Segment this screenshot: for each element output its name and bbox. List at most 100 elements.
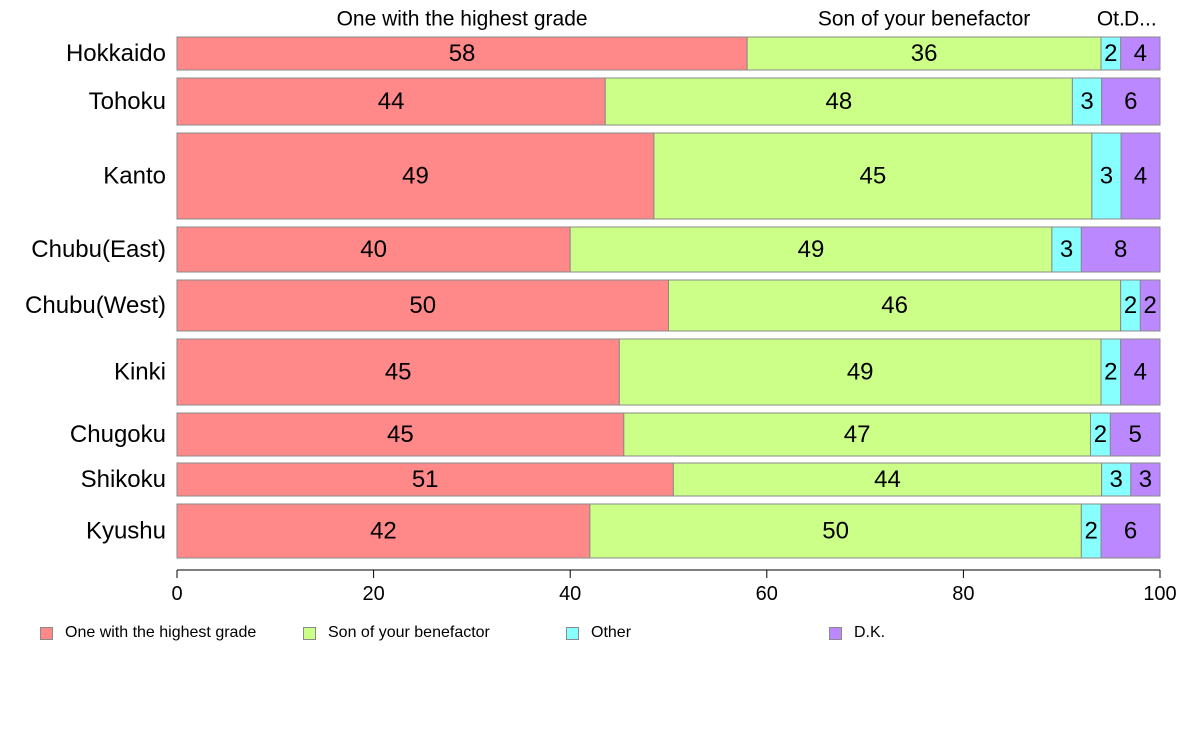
x-tick-label-20: 20 — [362, 583, 384, 605]
bar-tohoku-d-k — [1101, 77, 1161, 126]
bar-hokkaido-son-of-your-benefactor — [746, 36, 1102, 71]
category-label-chubu-east: Chubu(East) — [31, 236, 166, 263]
category-label-shikoku: Shikoku — [81, 466, 166, 493]
bar-label-kyushu-son-of-your-benefactor: 50 — [822, 518, 849, 545]
bar-chubu-east-d-k — [1080, 226, 1161, 273]
bar-label-shikoku-son-of-your-benefactor: 44 — [874, 466, 901, 493]
bar-label-kinki-d-k: 4 — [1134, 359, 1147, 386]
category-label-kanto: Kanto — [103, 163, 166, 190]
bar-tohoku-one-with-the-highest-grade — [176, 77, 606, 126]
bars — [176, 36, 1161, 559]
bar-kanto-one-with-the-highest-grade — [176, 132, 655, 220]
bar-label-chugoku-one-with-the-highest-grade: 45 — [387, 421, 414, 448]
bar-label-kanto-other: 3 — [1100, 163, 1113, 190]
bar-label-shikoku-d-k: 3 — [1139, 466, 1152, 493]
bar-label-hokkaido-other: 2 — [1104, 40, 1117, 67]
bar-label-chubu-west-other: 2 — [1124, 292, 1137, 319]
legend-label-dk: D.K. — [854, 624, 886, 641]
bar-kyushu-d-k — [1100, 503, 1161, 559]
legend-swatch-highest-grade — [40, 626, 53, 640]
bar-chubu-east-one-with-the-highest-grade — [176, 226, 571, 273]
category-label-tohoku: Tohoku — [89, 88, 166, 115]
top-label-other: Ot. — [1097, 8, 1125, 31]
bar-label-hokkaido-one-with-the-highest-grade: 58 — [449, 40, 476, 67]
bar-label-chubu-east-son-of-your-benefactor: 49 — [798, 236, 825, 263]
bar-label-hokkaido-d-k: 4 — [1134, 40, 1147, 67]
bar-label-tohoku-other: 3 — [1080, 88, 1093, 115]
bar-label-kyushu-d-k: 6 — [1124, 518, 1137, 545]
bar-chugoku-son-of-your-benefactor — [623, 412, 1091, 457]
bar-label-kyushu-other: 2 — [1085, 518, 1098, 545]
legend-label-benefactor: Son of your benefactor — [328, 624, 490, 641]
category-label-hokkaido: Hokkaido — [66, 40, 166, 67]
bar-label-shikoku-one-with-the-highest-grade: 51 — [412, 466, 439, 493]
x-axis: 0 20 40 60 80 100 — [171, 569, 1177, 605]
bar-label-tohoku-son-of-your-benefactor: 48 — [825, 88, 852, 115]
legend-item-dk: D.K. — [829, 624, 885, 642]
x-tick-label-40: 40 — [559, 583, 581, 605]
legend-label-highest-grade: One with the highest grade — [65, 624, 257, 641]
bar-label-chubu-east-one-with-the-highest-grade: 40 — [360, 236, 387, 263]
bar-label-kanto-son-of-your-benefactor: 45 — [860, 163, 887, 190]
legend-swatch-dk — [829, 626, 842, 640]
bar-label-shikoku-other: 3 — [1110, 466, 1123, 493]
bar-shikoku-son-of-your-benefactor — [672, 462, 1103, 497]
x-tick-label-100: 100 — [1143, 583, 1176, 605]
bar-chugoku-d-k — [1109, 412, 1161, 457]
bar-label-tohoku-one-with-the-highest-grade: 44 — [378, 88, 405, 115]
bar-tohoku-other — [1071, 77, 1103, 126]
bar-value-labels: 58 36 2 444 48 3 649 45 3 440 49 3 850 46 2 245 49 2 445 47… — [360, 40, 1157, 545]
bar-chubu-west-d-k — [1139, 279, 1161, 332]
bar-label-hokkaido-son-of-your-benefactor: 36 — [911, 40, 938, 67]
category-label-kinki: Kinki — [114, 359, 166, 386]
bar-label-chubu-west-son-of-your-benefactor: 46 — [881, 292, 908, 319]
bar-chubu-east-son-of-your-benefactor — [569, 226, 1053, 273]
x-tick-label-60: 60 — [756, 583, 778, 605]
bar-label-kanto-d-k: 4 — [1134, 163, 1147, 190]
bar-kinki-d-k — [1120, 338, 1161, 406]
legend-swatch-benefactor — [303, 626, 316, 640]
category-label-chugoku: Chugoku — [70, 421, 166, 448]
bar-shikoku-one-with-the-highest-grade — [176, 462, 674, 497]
bar-label-kanto-one-with-the-highest-grade: 49 — [402, 163, 429, 190]
top-series-labels: One with the highest grade Son of your be… — [337, 8, 1157, 31]
bar-kyushu-son-of-your-benefactor — [589, 503, 1082, 559]
bar-label-chubu-east-d-k: 8 — [1114, 236, 1127, 263]
legend-item-benefactor: Son of your benefactor — [303, 624, 490, 642]
bar-kinki-one-with-the-highest-grade — [176, 338, 620, 406]
category-labels: Hokkaido Tohoku Kanto Chubu(East) Chubu(West… — [25, 40, 166, 545]
bar-kinki-son-of-your-benefactor — [618, 338, 1102, 406]
bar-label-kinki-one-with-the-highest-grade: 45 — [385, 359, 412, 386]
bar-label-kinki-son-of-your-benefactor: 49 — [847, 359, 874, 386]
legend-item-other: Other — [566, 624, 631, 642]
bar-label-chubu-west-d-k: 2 — [1143, 292, 1156, 319]
bar-chugoku-one-with-the-highest-grade — [176, 412, 625, 457]
bar-shikoku-other — [1101, 462, 1132, 497]
legend-label-other: Other — [591, 624, 632, 641]
top-label-d-k: D... — [1124, 8, 1157, 31]
bar-chubu-east-other — [1051, 226, 1082, 273]
bar-hokkaido-d-k — [1120, 36, 1161, 71]
bar-label-kyushu-one-with-the-highest-grade: 42 — [370, 518, 397, 545]
bar-label-chugoku-other: 2 — [1094, 421, 1107, 448]
bar-label-chubu-east-other: 3 — [1060, 236, 1073, 263]
bar-label-chugoku-son-of-your-benefactor: 47 — [844, 421, 871, 448]
bar-label-tohoku-d-k: 6 — [1124, 88, 1137, 115]
top-label-one-with-the-highest-grade: One with the highest grade — [337, 8, 588, 31]
bar-label-chubu-west-one-with-the-highest-grade: 50 — [409, 292, 436, 319]
legend: One with the highest grade Son of your b… — [40, 624, 1140, 644]
top-label-son-of-your-benefactor: Son of your benefactor — [818, 8, 1030, 31]
bar-label-chugoku-d-k: 5 — [1128, 421, 1141, 448]
x-tick-label-80: 80 — [952, 583, 974, 605]
legend-swatch-other — [566, 626, 579, 640]
category-label-kyushu: Kyushu — [86, 518, 166, 545]
bar-label-kinki-other: 2 — [1104, 359, 1117, 386]
bar-tohoku-son-of-your-benefactor — [604, 77, 1073, 126]
bar-hokkaido-one-with-the-highest-grade — [176, 36, 748, 71]
bar-kanto-son-of-your-benefactor — [653, 132, 1093, 220]
bar-chubu-west-one-with-the-highest-grade — [176, 279, 669, 332]
bar-shikoku-d-k — [1130, 462, 1161, 497]
x-tick-label-0: 0 — [171, 583, 182, 605]
legend-item-highest-grade: One with the highest grade — [40, 624, 256, 642]
